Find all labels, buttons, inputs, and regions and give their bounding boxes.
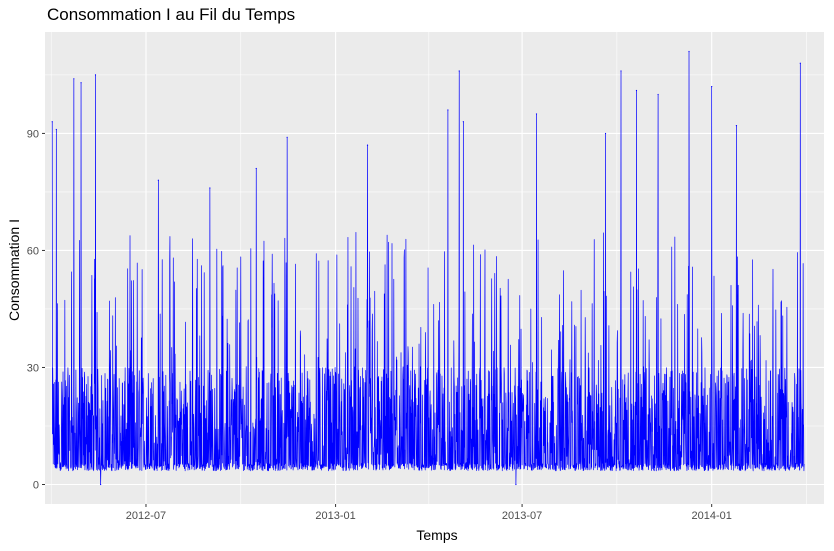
y-tick-label: 90 (27, 128, 39, 140)
series-peak-point (657, 93, 659, 96)
series-peak-point (286, 136, 288, 138)
series-peak-point (635, 89, 638, 92)
series-peak-point (515, 483, 517, 486)
series-peak-point (157, 179, 159, 181)
y-axis-title: Consommation I (6, 219, 22, 321)
series-peak-point (55, 128, 57, 131)
series-peak-point (799, 62, 801, 64)
series-peak-point (209, 187, 211, 189)
y-axis-ticks: 0 30 60 90 (27, 128, 45, 491)
series-peak-point (711, 86, 713, 88)
series-layer (51, 50, 805, 486)
series-peak-point (688, 50, 690, 53)
y-tick-label: 30 (27, 362, 39, 374)
y-tick-label: 60 (27, 245, 39, 257)
x-axis-ticks: 2012-07 2013-01 2013-07 2014-01 (126, 504, 732, 522)
x-tick-label: 2014-01 (691, 510, 731, 522)
chart-title: Consommation I au Fil du Temps (47, 5, 295, 24)
series-peak-point (80, 82, 82, 84)
y-tick-label: 0 (33, 479, 39, 491)
series-peak-point (458, 70, 460, 72)
series-peak-point (535, 113, 538, 115)
series-peak-point (73, 78, 75, 80)
series-peak-point (604, 132, 607, 135)
series-peak-point (255, 167, 257, 170)
series-peak-point (51, 121, 53, 123)
series-peak-point (366, 144, 369, 146)
series-peak-point (100, 483, 102, 486)
x-tick-label: 2013-07 (502, 510, 542, 522)
x-axis-title: Temps (416, 527, 457, 543)
series-peak-point (620, 70, 622, 72)
series-peak-point (94, 74, 97, 76)
series-line (51, 51, 805, 485)
series-peak-point (447, 109, 449, 111)
x-tick-label: 2013-01 (315, 510, 355, 522)
x-tick-label: 2012-07 (126, 510, 166, 522)
series-peak-point (462, 121, 464, 123)
series-peak-point (735, 125, 738, 127)
